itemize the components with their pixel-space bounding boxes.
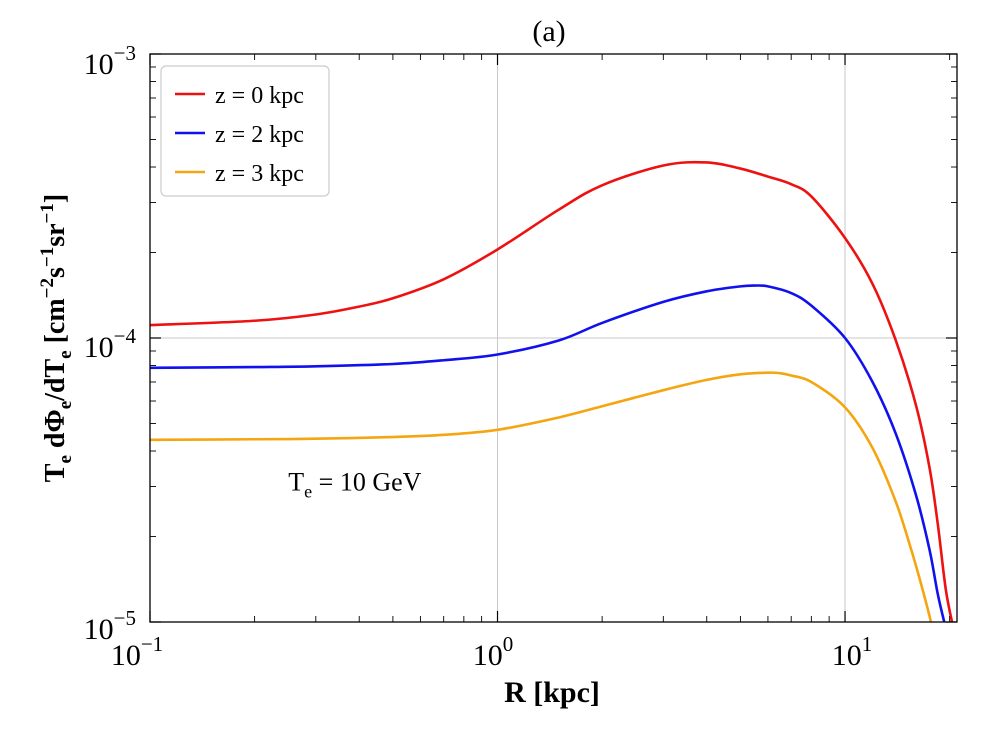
legend-label-z2: z = 2 kpc (215, 122, 304, 148)
y-tick-label: 10−4 (84, 324, 137, 364)
series-line-z2 (150, 284, 946, 622)
legend-label-z0: z = 0 kpc (215, 83, 304, 109)
x-axis-label: R [kpc] (504, 676, 600, 709)
annotation-energy: Te = 10 GeV (288, 468, 421, 502)
series-line-z0 (150, 160, 954, 622)
chart-title: (a) (532, 15, 565, 48)
axis-ticks (149, 53, 957, 623)
y-axis-label: Te dΦe/dTe [cm−2s−1sr−1] (37, 194, 76, 482)
y-tick-label: 10−5 (84, 606, 136, 646)
legend-box (160, 65, 330, 197)
legend: z = 0 kpc z = 2 kpc z = 3 kpc (160, 65, 330, 197)
y-tick-label: 10−3 (84, 41, 136, 81)
series-layer (150, 160, 954, 622)
series-line-z3 (150, 371, 933, 622)
y-tick-labels: 10−5 10−4 10−3 (84, 41, 137, 646)
legend-label-z3: z = 3 kpc (215, 161, 304, 187)
x-tick-label: 10−1 (111, 632, 163, 672)
x-tick-label: 100 (473, 632, 514, 672)
x-tick-labels: 10−1 100 101 (111, 632, 872, 672)
x-tick-label: 101 (832, 632, 873, 672)
